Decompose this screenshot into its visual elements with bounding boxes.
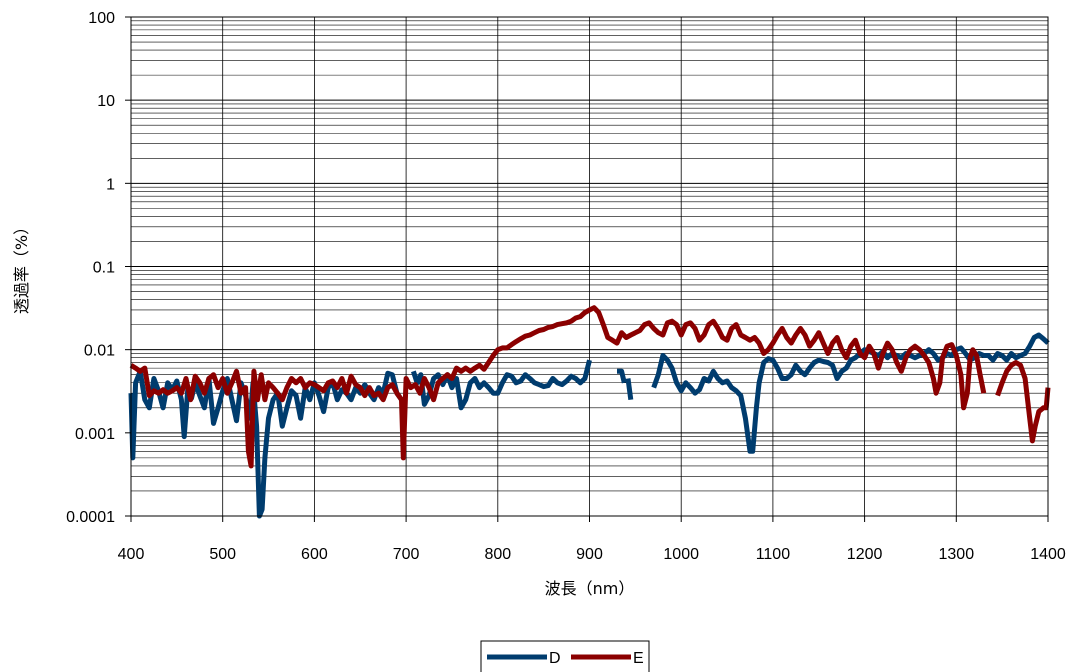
x-tick-label: 500	[209, 546, 236, 563]
x-tick-label: 1200	[847, 546, 883, 563]
series-lines	[128, 305, 1051, 519]
series-line-D	[128, 368, 404, 519]
x-tick-label: 400	[118, 546, 145, 563]
series-line-D	[625, 378, 634, 401]
x-tick-label: 1300	[939, 546, 975, 563]
y-tick-label: 0.001	[75, 426, 115, 443]
x-tick-label: 900	[576, 546, 603, 563]
x-tick-label: 800	[484, 546, 511, 563]
x-tick-label: 1400	[1030, 546, 1066, 563]
x-tick-label: 1100	[756, 546, 791, 563]
series-line-D	[651, 332, 1050, 454]
y-tick-label: 0.01	[84, 343, 115, 360]
x-tick-labels: 400 500 600 700 800 900 1000 1100 1200 1300 1400	[118, 516, 1066, 563]
y-axis-title: 透過率（%）	[12, 219, 31, 314]
y-tick-label: 0.1	[93, 260, 115, 277]
x-tick-label: 600	[301, 546, 328, 563]
legend-label-D: D	[549, 650, 561, 667]
series-line-D	[617, 368, 627, 384]
series-line-E	[129, 305, 987, 469]
series-E	[129, 305, 1051, 469]
y-tick-label: 100	[88, 10, 115, 27]
y-tick-label: 0.0001	[66, 509, 115, 526]
series-line-E	[995, 360, 1051, 444]
y-tick-label: 10	[97, 93, 115, 110]
x-tick-label: 700	[393, 546, 420, 563]
x-tick-label: 1000	[663, 546, 699, 563]
y-tick-label: 1	[106, 176, 115, 193]
legend-label-E: E	[633, 650, 644, 667]
y-tick-labels: 0.0001 0.001 0.01 0.1 1 10 100	[66, 10, 131, 526]
x-axis-title: 波長（nm）	[545, 579, 635, 598]
